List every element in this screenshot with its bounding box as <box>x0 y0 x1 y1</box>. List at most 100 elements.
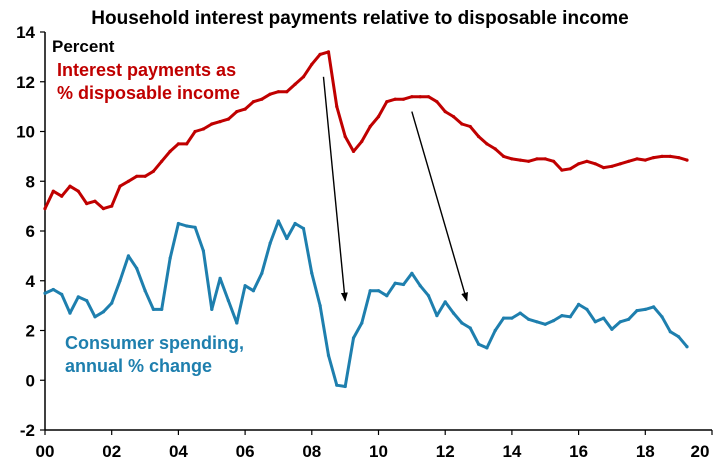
data-point <box>368 289 372 293</box>
data-point <box>468 326 472 330</box>
data-point <box>268 92 272 96</box>
data-point <box>251 289 255 293</box>
data-point <box>235 321 239 325</box>
data-point <box>643 307 647 311</box>
data-point <box>160 307 164 311</box>
data-point <box>301 75 306 79</box>
data-point <box>351 149 356 153</box>
data-point <box>226 117 230 121</box>
data-point <box>660 154 664 158</box>
data-point <box>443 300 447 304</box>
data-point <box>268 241 272 245</box>
data-point <box>193 225 197 229</box>
data-point <box>285 90 289 94</box>
y-tick-label: 10 <box>16 123 35 142</box>
data-point <box>535 157 539 161</box>
data-point <box>143 289 147 293</box>
data-point <box>543 322 547 326</box>
data-point <box>418 95 422 99</box>
data-point <box>668 330 672 334</box>
data-point <box>627 317 631 321</box>
data-point <box>101 207 105 211</box>
data-point <box>652 156 656 160</box>
data-point <box>168 149 172 153</box>
annotation-arrow-1 <box>411 111 469 302</box>
series-label-0-line-0: Interest payments as <box>57 60 236 80</box>
data-point <box>627 159 631 163</box>
data-point <box>360 321 364 325</box>
data-point <box>260 271 264 275</box>
data-point <box>76 295 80 299</box>
data-point <box>643 158 647 162</box>
data-point <box>293 221 297 226</box>
x-tick-label: 02 <box>102 442 121 461</box>
data-point <box>118 279 122 283</box>
data-point <box>502 316 506 320</box>
data-point <box>226 299 230 303</box>
data-point <box>426 294 431 298</box>
data-point <box>118 184 122 188</box>
data-point <box>51 287 55 292</box>
data-point <box>60 194 64 198</box>
data-point <box>260 97 264 101</box>
y-tick-label: 4 <box>26 272 36 291</box>
data-point <box>451 115 456 119</box>
data-point <box>560 168 564 172</box>
data-point <box>351 336 356 340</box>
data-point <box>518 311 522 315</box>
data-point <box>610 164 614 168</box>
data-point <box>343 384 347 389</box>
data-point <box>310 271 314 275</box>
data-point <box>176 142 180 146</box>
data-point <box>368 124 372 129</box>
data-point <box>577 302 581 306</box>
data-point <box>385 100 389 104</box>
unit-label: Percent <box>52 37 115 56</box>
x-tick-label: 12 <box>436 442 455 461</box>
data-point <box>451 311 456 315</box>
data-point <box>135 174 139 178</box>
data-point <box>493 147 497 151</box>
x-tick-label: 20 <box>691 442 710 461</box>
data-point <box>527 159 531 163</box>
data-point <box>93 315 97 319</box>
series-label-1-line-1: annual % change <box>65 356 212 376</box>
y-tick-label: -2 <box>20 421 35 440</box>
data-point <box>685 345 689 349</box>
data-point <box>85 202 89 206</box>
data-point <box>68 184 72 188</box>
data-point <box>577 162 581 166</box>
data-point <box>660 315 664 319</box>
data-point <box>326 353 331 357</box>
data-point <box>518 158 522 162</box>
data-point <box>110 301 114 305</box>
data-point <box>560 314 564 318</box>
x-tick-label: 08 <box>302 442 321 461</box>
data-point <box>285 236 289 241</box>
data-point <box>468 124 472 129</box>
data-point <box>160 159 164 163</box>
data-point <box>318 304 322 308</box>
data-point <box>410 271 414 275</box>
series-line-1 <box>43 219 689 388</box>
data-point <box>435 314 439 318</box>
data-point <box>218 120 222 124</box>
data-point <box>210 307 214 311</box>
data-point <box>585 159 589 163</box>
data-point <box>243 107 247 111</box>
series-points-1 <box>43 219 689 389</box>
data-point <box>418 284 422 288</box>
data-point <box>126 254 130 258</box>
data-point <box>251 100 255 104</box>
y-tick-label: 12 <box>16 73 35 92</box>
series-label-layer: Interest payments as % disposable income C… <box>57 60 244 376</box>
data-point <box>135 266 139 270</box>
data-point <box>335 105 339 109</box>
y-tick-label: 14 <box>16 23 35 42</box>
x-tick-label: 00 <box>36 442 55 461</box>
data-point <box>43 207 47 211</box>
data-point <box>326 50 331 54</box>
data-point <box>443 110 447 114</box>
y-tick-label: 6 <box>26 222 35 241</box>
